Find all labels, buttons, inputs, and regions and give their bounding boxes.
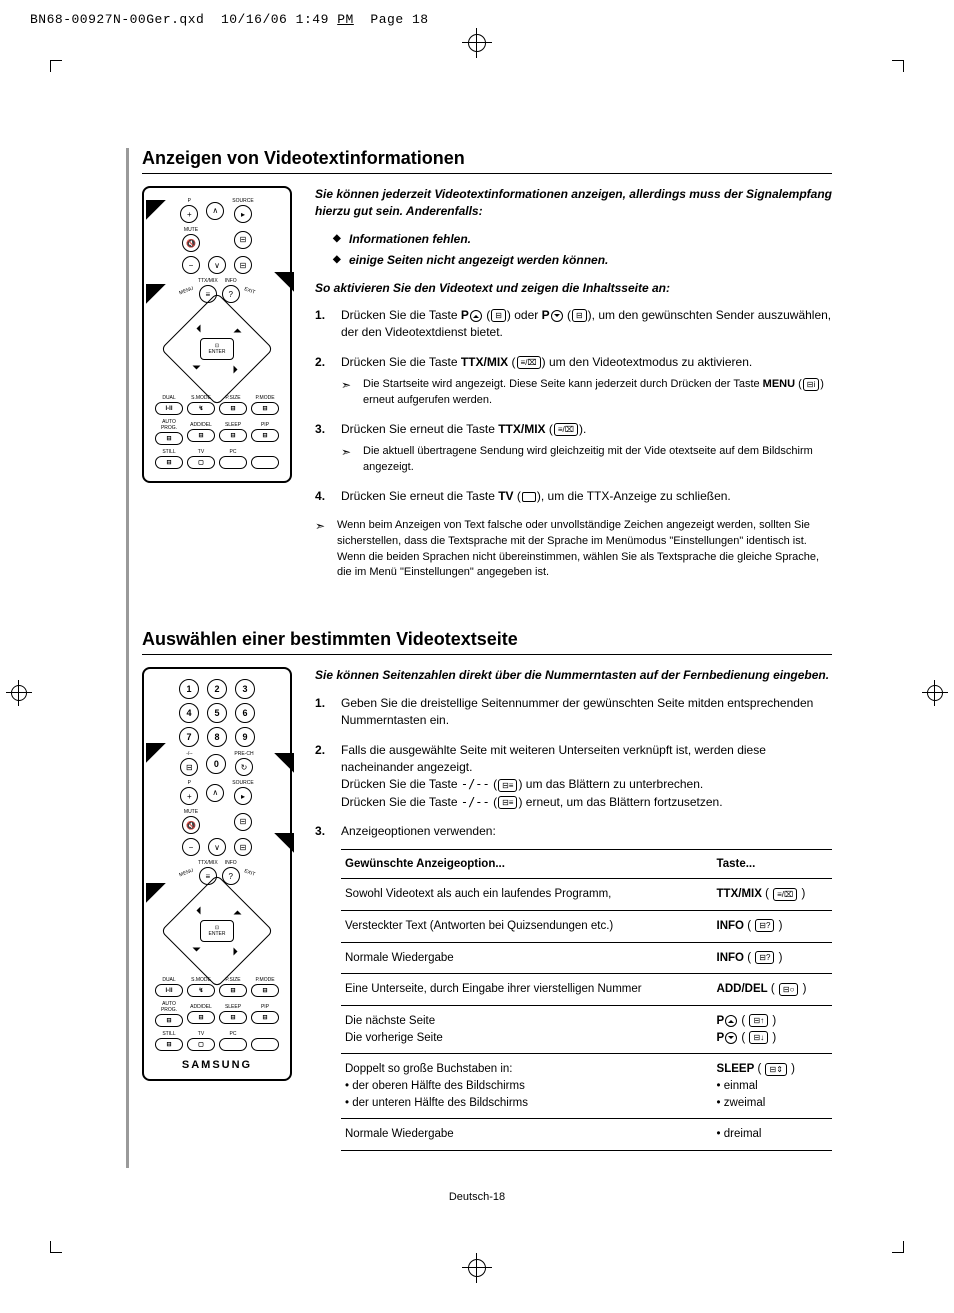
menu-icon: ⊟i bbox=[803, 378, 819, 391]
section1-intro: Sie können jederzeit Videotextinformatio… bbox=[315, 186, 832, 221]
step-item: Drücken Sie erneut die Taste TV (), um d… bbox=[315, 488, 832, 505]
page: BN68-00927N-00Ger.qxd 10/16/06 1:49 PM P… bbox=[0, 0, 954, 1313]
section2-text: Sie können Seitenzahlen direkt über die … bbox=[315, 667, 832, 1163]
crop-mark-top bbox=[462, 28, 492, 58]
section2-steps: Geben Sie die dreistellige Seitennummer … bbox=[315, 695, 832, 1151]
step-item: Drücken Sie erneut die Taste TTX/MIX (≡/… bbox=[315, 421, 832, 476]
down-icon bbox=[551, 310, 563, 322]
adddel-icon: ⊟○ bbox=[779, 983, 799, 996]
sleep-icon: ⊟⇕ bbox=[765, 1063, 786, 1076]
page-number: 18 bbox=[412, 12, 429, 27]
up-icon bbox=[470, 310, 482, 322]
table-row: Sowohl Videotext als auch ein laufendes … bbox=[341, 879, 832, 911]
section2-intro: Sie können Seitenzahlen direkt über die … bbox=[315, 667, 832, 684]
tv-icon bbox=[522, 492, 536, 502]
samsung-logo: SAMSUNG bbox=[150, 1059, 284, 1071]
table-row: Normale Wiedergabe dreimal bbox=[341, 1119, 832, 1151]
page-footer: Deutsch-18 bbox=[0, 1191, 954, 1203]
options-table: Gewünschte Anzeigeoption... Taste... Sow… bbox=[341, 849, 832, 1151]
step-item: Falls die ausgewählte Seite mit weiteren… bbox=[315, 742, 832, 812]
hold-icon: ⊟≡ bbox=[498, 779, 517, 792]
document-header: BN68-00927N-00Ger.qxd 10/16/06 1:49 PM P… bbox=[30, 12, 429, 27]
ttx-mix-icon: ≡/⌧ bbox=[773, 888, 797, 901]
page-word: Page bbox=[370, 12, 403, 27]
step-note: Die aktuell übertragene Sendung wird gle… bbox=[341, 444, 832, 476]
step-item: Geben Sie die dreistellige Seitennummer … bbox=[315, 695, 832, 730]
table-row: Normale Wiedergabe INFO ( ⊟? ) bbox=[341, 942, 832, 974]
section1-bullets: Informationen fehlen. einige Seiten nich… bbox=[333, 231, 832, 270]
table-head-left: Gewünschte Anzeigeoption... bbox=[341, 849, 713, 879]
section1-steps: Drücken Sie die Taste P (⊟) oder P (⊟), … bbox=[315, 307, 832, 506]
up-icon bbox=[725, 1015, 737, 1027]
table-row: Versteckter Text (Antworten bei Quizsend… bbox=[341, 910, 832, 942]
teletext-icon: ⊟ bbox=[572, 309, 587, 322]
step-note: Die Startseite wird angezeigt. Diese Sei… bbox=[341, 377, 832, 409]
filename: BN68-00927N-00Ger.qxd bbox=[30, 12, 204, 27]
info-icon: ⊟? bbox=[755, 951, 774, 964]
table-head-right: Taste... bbox=[713, 849, 832, 879]
ttx-mix-icon: ≡/⌧ bbox=[517, 356, 541, 369]
teletext-icon: ⊟ bbox=[491, 309, 506, 322]
file-meridiem: PM bbox=[337, 12, 354, 27]
page-down-icon: ⊟↓ bbox=[749, 1031, 768, 1044]
section1-text: Sie können jederzeit Videotextinformatio… bbox=[315, 186, 832, 581]
crop-mark-bottom bbox=[462, 1253, 492, 1283]
remote-illustration-2: 123 456 789 -/--⊟ 0 PRE-CH↻ P+ ∧ SOURCE▸ bbox=[142, 667, 297, 1163]
table-row: Eine Unterseite, durch Eingabe ihrer vie… bbox=[341, 974, 832, 1006]
table-row: Die nächste Seite Die vorherige Seite P … bbox=[341, 1005, 832, 1053]
section1-sub: So aktivieren Sie den Videotext und zeig… bbox=[315, 280, 832, 297]
down-icon bbox=[725, 1032, 737, 1044]
bullet-item: Informationen fehlen. bbox=[333, 231, 832, 248]
section2-row: 123 456 789 -/--⊟ 0 PRE-CH↻ P+ ∧ SOURCE▸ bbox=[142, 667, 832, 1163]
left-margin-rule bbox=[126, 148, 129, 1168]
info-icon: ⊟? bbox=[755, 919, 774, 932]
remote-illustration-1: P+ ∧ SOURCE▸ MUTE🔇 ⊟ − ∨ ⊟ bbox=[142, 186, 297, 581]
section2-title: Auswählen einer bestimmten Videotextseit… bbox=[142, 629, 832, 655]
crop-mark-right bbox=[922, 680, 948, 706]
bullet-item: einige Seiten nicht angezeigt werden kön… bbox=[333, 252, 832, 269]
section1-row: P+ ∧ SOURCE▸ MUTE🔇 ⊟ − ∨ ⊟ bbox=[142, 186, 832, 581]
crop-mark-left bbox=[6, 680, 32, 706]
section1-trailing-note: Wenn beim Anzeigen von Text falsche oder… bbox=[315, 518, 832, 582]
ttx-mix-icon: ≡/⌧ bbox=[554, 423, 578, 436]
table-row: Doppelt so große Buchstaben in: der ober… bbox=[341, 1054, 832, 1119]
content: Anzeigen von Videotextinformationen P+ ∧… bbox=[142, 148, 832, 1163]
step-item: Drücken Sie die Taste P (⊟) oder P (⊟), … bbox=[315, 307, 832, 342]
file-date: 10/16/06 bbox=[221, 12, 287, 27]
file-time: 1:49 bbox=[296, 12, 329, 27]
hold-icon: ⊟≡ bbox=[498, 796, 517, 809]
step-item: Drücken Sie die Taste TTX/MIX (≡/⌧) um d… bbox=[315, 354, 832, 409]
section1-title: Anzeigen von Videotextinformationen bbox=[142, 148, 832, 174]
step-item: Anzeigeoptionen verwenden: Gewünschte An… bbox=[315, 823, 832, 1151]
page-up-icon: ⊟↑ bbox=[749, 1014, 768, 1027]
